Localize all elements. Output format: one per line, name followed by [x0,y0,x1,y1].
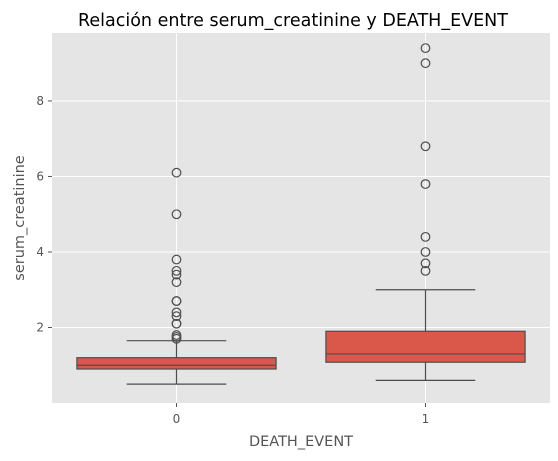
outlier-point [420,231,431,242]
box-group-0 [76,167,277,385]
box [325,330,526,363]
outlier-point [171,269,182,280]
outlier-point [171,330,182,340]
box-group-1 [325,43,526,381]
outlier-point [171,265,182,276]
outlier-point [420,141,431,152]
box [76,357,277,370]
outlier-point [420,258,431,269]
outlier-point [420,265,431,276]
y-tick-label: 6 [36,169,44,183]
outlier-point [171,277,182,288]
boxes [76,43,526,385]
outlier-point [171,209,182,220]
outlier-point [420,179,431,189]
outlier-point [171,254,182,265]
y-tick-label: 8 [36,94,44,108]
y-axis-ticks: 2 4 6 8 [36,94,52,334]
outlier-point [420,247,431,257]
x-tick-label: 1 [422,412,430,426]
chart-title: Relación entre serum_creatinine y DEATH_… [78,11,508,31]
y-tick-label: 2 [36,320,44,334]
outlier-point [171,311,182,322]
outlier-point [171,296,182,306]
y-tick-label: 4 [36,245,44,259]
outlier-point [171,318,182,329]
outlier-point [171,167,182,178]
x-tick-label: 0 [173,412,181,426]
y-axis-label: serum_creatinine [12,155,28,281]
outlier-point [420,43,431,54]
outlier-point [420,58,431,69]
outlier-point [171,307,182,318]
x-axis-label: DEATH_EVENT [249,434,353,450]
